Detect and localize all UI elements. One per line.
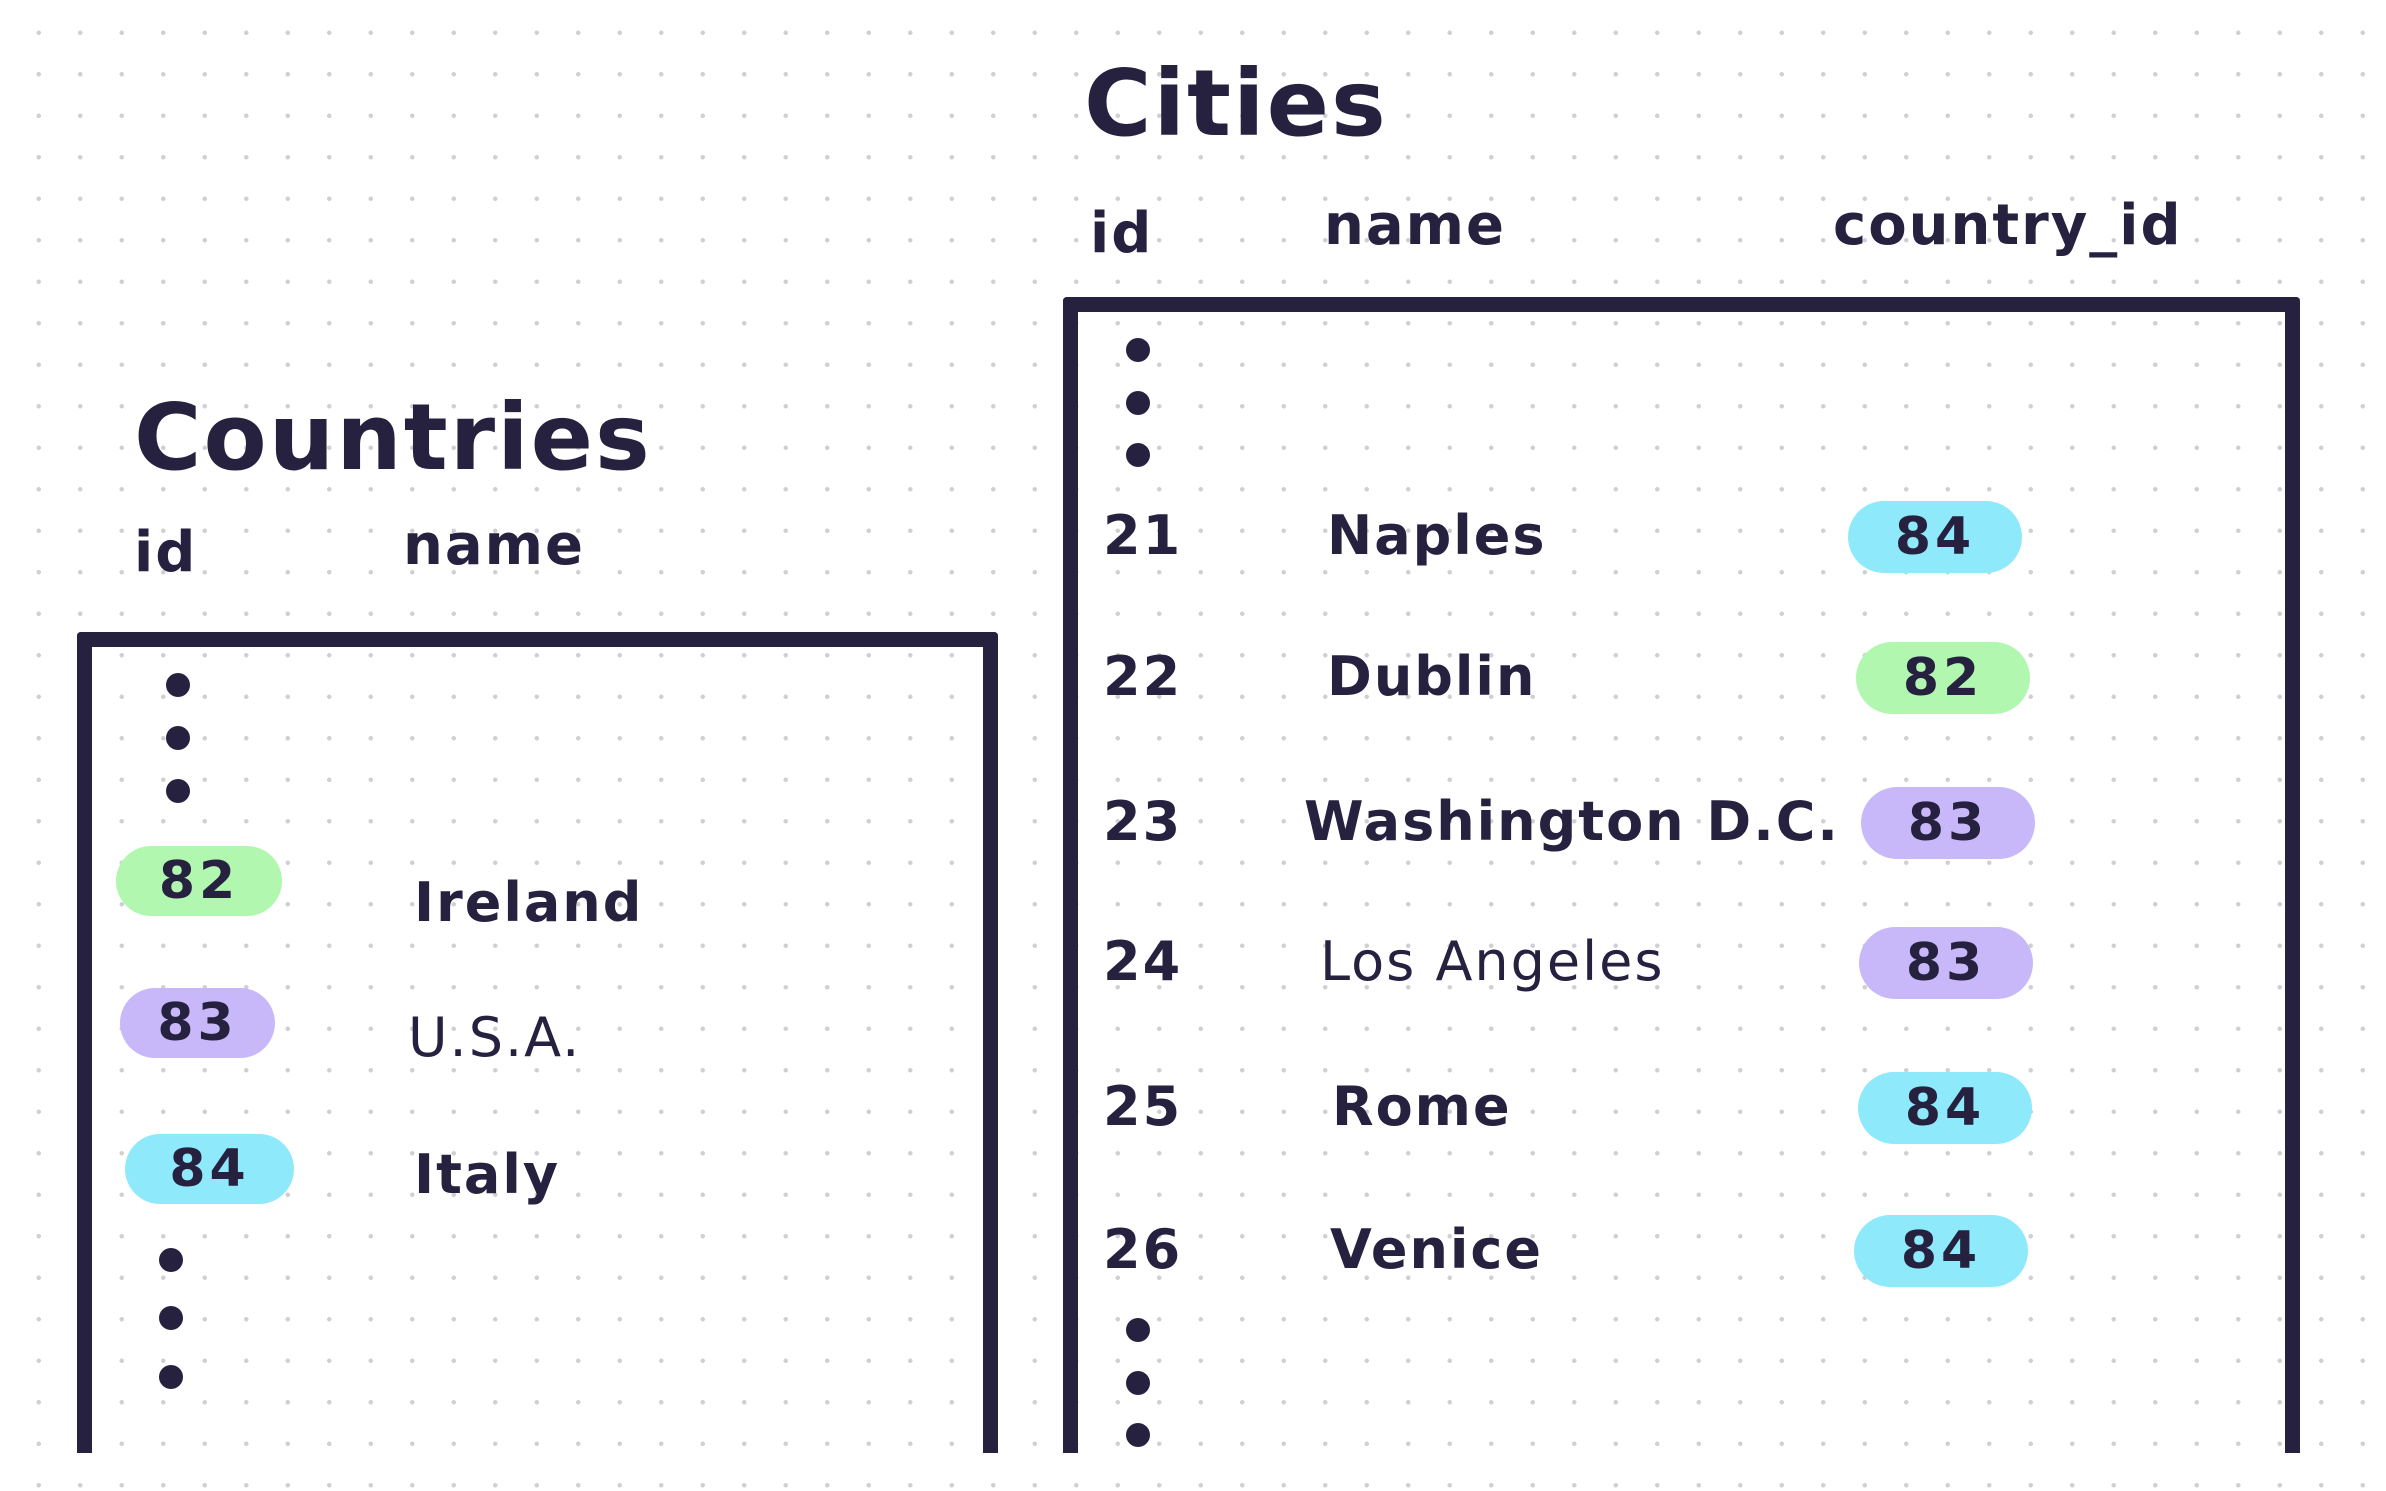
city-id: 22 — [1103, 645, 1183, 708]
city-name: Washington D.C. — [1304, 790, 1840, 853]
city-id: 26 — [1103, 1218, 1183, 1281]
country-name: U.S.A. — [408, 1006, 582, 1069]
city-name: Rome — [1332, 1075, 1512, 1138]
city-name: Venice — [1330, 1218, 1544, 1281]
ellipsis-dot — [1126, 391, 1150, 415]
countries-header-name: name — [403, 513, 585, 578]
countries-header-id: id — [134, 520, 198, 585]
ellipsis-dot — [166, 673, 190, 697]
city-name: Los Angeles — [1320, 930, 1665, 993]
ellipsis-dot — [1126, 443, 1150, 467]
city-country-id-pill: 84 — [1858, 1072, 2032, 1144]
countries-title: Countries — [134, 384, 652, 491]
city-id: 21 — [1103, 504, 1183, 567]
countries-table-frame — [77, 632, 998, 1453]
country-id-pill: 83 — [120, 988, 275, 1058]
ellipsis-dot — [166, 726, 190, 750]
cities-table-frame — [1063, 297, 2300, 1453]
country-name: Ireland — [414, 871, 644, 934]
ellipsis-dot — [1126, 1318, 1150, 1342]
cities-header-id: id — [1090, 201, 1154, 266]
city-country-id-pill: 82 — [1856, 642, 2030, 714]
country-id-pill: 82 — [116, 846, 282, 916]
ellipsis-dot — [159, 1306, 183, 1330]
ellipsis-dot — [1126, 338, 1150, 362]
country-name: Italy — [414, 1143, 561, 1206]
city-name: Dublin — [1327, 645, 1537, 708]
city-country-id-pill: 83 — [1859, 927, 2033, 999]
ellipsis-dot — [159, 1248, 183, 1272]
city-country-id-pill: 84 — [1854, 1215, 2028, 1287]
city-country-id-pill: 84 — [1848, 501, 2022, 573]
country-id-pill: 84 — [125, 1134, 294, 1204]
ellipsis-dot — [159, 1365, 183, 1389]
city-id: 25 — [1103, 1075, 1183, 1138]
city-country-id-pill: 83 — [1861, 787, 2035, 859]
ellipsis-dot — [1126, 1371, 1150, 1395]
ellipsis-dot — [166, 779, 190, 803]
city-name: Naples — [1327, 504, 1547, 567]
ellipsis-dot — [1126, 1423, 1150, 1447]
cities-header-country-id: country_id — [1833, 193, 2183, 258]
city-id: 24 — [1103, 930, 1183, 993]
city-id: 23 — [1103, 790, 1183, 853]
cities-header-name: name — [1324, 193, 1506, 258]
cities-title: Cities — [1084, 50, 1388, 157]
